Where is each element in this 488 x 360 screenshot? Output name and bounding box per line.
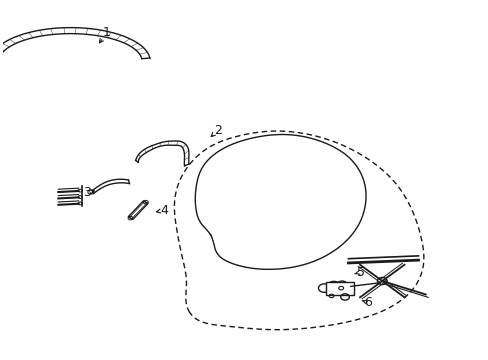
Text: 1: 1 (102, 26, 110, 39)
Text: 3: 3 (83, 186, 91, 199)
Text: 6: 6 (363, 296, 371, 309)
FancyBboxPatch shape (325, 283, 353, 295)
Text: 4: 4 (161, 204, 168, 217)
Text: 2: 2 (214, 124, 222, 137)
Text: 5: 5 (356, 266, 364, 279)
